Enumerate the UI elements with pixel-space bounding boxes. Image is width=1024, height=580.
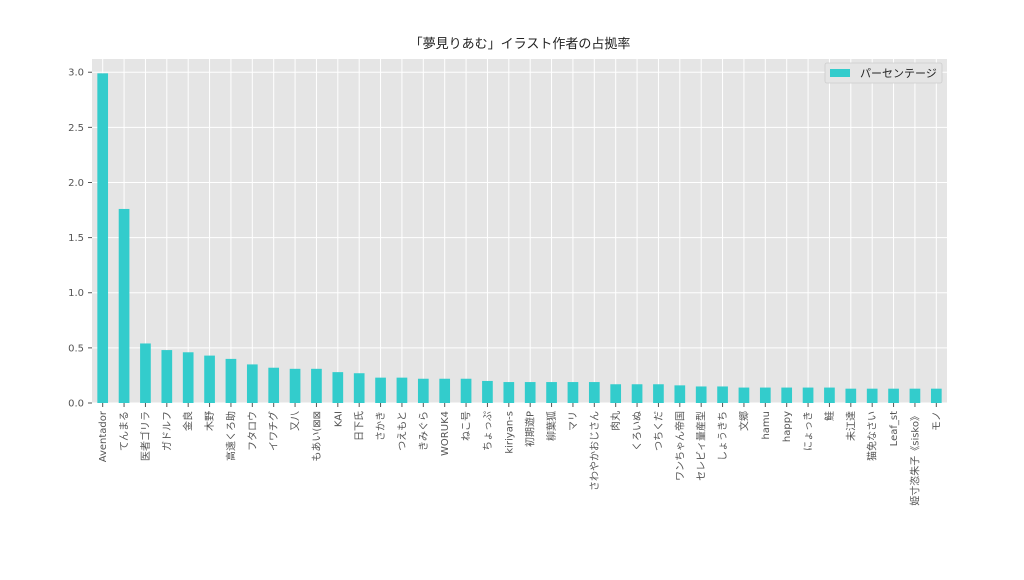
bar xyxy=(332,372,344,403)
bar xyxy=(674,385,686,403)
x-tick-label: モノ xyxy=(932,411,943,431)
bar xyxy=(503,382,515,403)
grid-lines xyxy=(92,59,947,404)
x-tick-label: 金良 xyxy=(182,411,195,431)
y-axis: 0.0 0.5 1.0 1.5 2.0 2.5 3.0 xyxy=(68,68,92,410)
bar xyxy=(567,382,579,403)
x-tick-label: にょっき xyxy=(803,411,815,451)
x-tick-label: さわやかおじさん xyxy=(589,411,601,491)
x-tick-label: 鮭 xyxy=(823,411,836,421)
bar xyxy=(738,387,750,403)
x-tick-label: つえもと xyxy=(396,411,408,451)
x-tick-label: 高遠くろ助 xyxy=(224,411,237,461)
bar xyxy=(118,208,130,403)
legend-swatch xyxy=(830,69,850,77)
bar xyxy=(888,388,899,403)
x-tick-label: 医者ゴリラ xyxy=(139,411,152,461)
legend: パーセンテージ xyxy=(824,62,943,84)
x-tick-label: イワチグ xyxy=(267,411,280,451)
legend-label: パーセンテージ xyxy=(860,67,937,80)
bar xyxy=(204,355,215,403)
x-tick-label: happy xyxy=(782,411,793,442)
x-tick-label: つちくだ xyxy=(653,411,665,451)
x-tick-label: マリ xyxy=(568,411,579,431)
x-tick-label: KAI xyxy=(333,411,344,427)
bar xyxy=(140,343,151,403)
x-tick-label: セレビィ量産型 xyxy=(695,411,708,481)
bar xyxy=(246,364,258,403)
bar xyxy=(182,352,194,403)
x-tick-label: Aventador xyxy=(98,410,109,462)
legend-box xyxy=(824,62,943,84)
bar xyxy=(781,387,793,403)
bar xyxy=(845,388,857,403)
bar xyxy=(375,377,386,403)
bar xyxy=(396,377,408,403)
x-tick-label: てんまる xyxy=(119,411,131,451)
bar xyxy=(759,387,771,403)
x-tick-label: 又八 xyxy=(290,411,302,431)
x-tick-label: kiriyan-s xyxy=(504,411,515,454)
bar xyxy=(653,384,664,403)
bar xyxy=(97,73,109,403)
y-tick-label: 1.0 xyxy=(68,288,84,299)
bar xyxy=(524,382,536,403)
x-tick-label: 日下氏 xyxy=(354,411,366,441)
bar xyxy=(930,388,942,403)
x-tick-label: くろいぬ xyxy=(632,411,644,451)
x-tick-label: 文郷 xyxy=(737,411,750,431)
x-axis: Aventador てんまる 医者ゴリラ ガドルフ 金良 木野 高遠くろ助 フタロウ イワチグ又… xyxy=(98,403,943,506)
x-tick-label: ワンちゃん帝国 xyxy=(673,411,686,481)
bar xyxy=(695,386,707,403)
y-tick-label: 2.0 xyxy=(68,178,84,189)
x-tick-label: 未江達 xyxy=(845,411,857,441)
bar xyxy=(417,378,429,403)
y-tick-label: 1.5 xyxy=(68,233,84,244)
x-tick-label: もあい(⊠⊠ xyxy=(311,411,323,462)
chart-title: 「夢見りあむ」イラスト作者の占拠率 xyxy=(410,36,631,52)
y-tick-label: 3.0 xyxy=(68,68,84,79)
y-tick-label: 2.5 xyxy=(68,123,84,134)
bar xyxy=(588,382,600,403)
x-tick-label: ガドルフ xyxy=(161,411,173,451)
bar xyxy=(311,368,322,403)
bar xyxy=(546,382,557,403)
x-tick-label: ちょっぷ xyxy=(482,411,494,451)
x-tick-label: きみぐら xyxy=(418,411,430,451)
x-tick-label: WORUK4 xyxy=(440,411,451,456)
bar xyxy=(482,380,493,403)
x-tick-label: ねこ号 xyxy=(461,411,473,441)
bar xyxy=(909,388,921,403)
bar xyxy=(610,384,622,403)
x-tick-label: 姫寸恣朱子《sisko》 xyxy=(908,411,921,506)
y-tick-label: 0.0 xyxy=(68,399,84,410)
x-tick-label: 柳葉狐 xyxy=(545,411,558,441)
bar xyxy=(289,368,301,403)
y-tick-label: 0.5 xyxy=(68,343,84,354)
bar xyxy=(225,358,237,403)
bars xyxy=(97,73,942,403)
bar xyxy=(824,387,835,403)
bar xyxy=(866,388,878,403)
x-tick-label: Leaf_st xyxy=(889,411,900,446)
x-tick-label: 木野 xyxy=(204,411,216,431)
bar xyxy=(439,378,451,403)
bar xyxy=(460,378,472,403)
bar xyxy=(353,373,365,403)
bar xyxy=(802,387,814,403)
x-tick-label: hamu xyxy=(761,411,772,440)
x-tick-label: 肉丸 xyxy=(609,411,622,431)
x-tick-label: さかき xyxy=(375,411,387,441)
bar xyxy=(268,367,280,403)
x-tick-label: 猫免なさい xyxy=(866,411,879,461)
x-tick-label: フタロウ xyxy=(247,411,259,451)
bar xyxy=(717,386,728,403)
bar xyxy=(631,384,643,403)
x-tick-label: 初期遊P xyxy=(524,411,537,447)
x-tick-label: しょうきち xyxy=(717,411,729,461)
bar xyxy=(161,350,173,403)
plot-area xyxy=(92,59,947,403)
